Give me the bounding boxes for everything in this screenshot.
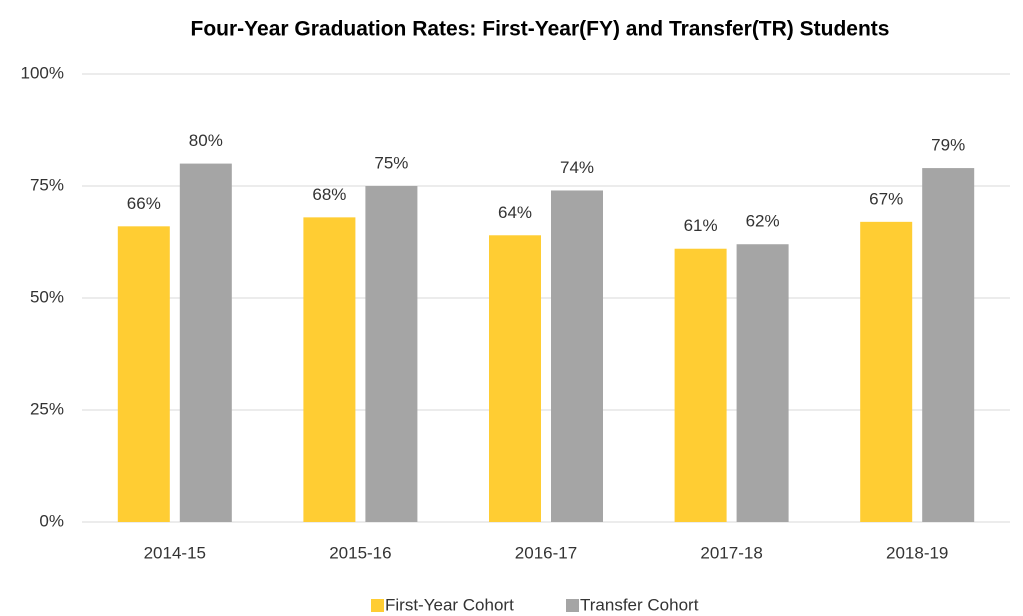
value-label: 61%: [684, 216, 718, 235]
x-tick-label: 2014-15: [144, 543, 206, 562]
value-label: 68%: [312, 185, 346, 204]
value-label: 64%: [498, 203, 532, 222]
x-tick-label: 2017-18: [700, 543, 762, 562]
y-tick-label: 0%: [39, 511, 64, 530]
bar: [922, 168, 975, 522]
bar: [179, 163, 232, 522]
value-label: 66%: [127, 194, 161, 213]
legend-swatch: [566, 599, 579, 612]
value-label: 62%: [746, 212, 780, 231]
bar: [117, 226, 170, 522]
bar: [365, 186, 418, 522]
bar: [303, 217, 356, 523]
bar: [551, 190, 603, 523]
bar: [489, 235, 541, 522]
bar: [674, 248, 727, 522]
y-tick-label: 75%: [30, 175, 64, 194]
bar: [736, 244, 789, 523]
x-tick-label: 2016-17: [515, 543, 577, 562]
legend-swatch: [371, 599, 384, 612]
y-tick-label: 50%: [30, 287, 64, 306]
bar: [860, 221, 913, 522]
legend-label: Transfer Cohort: [580, 595, 699, 614]
value-label: 67%: [869, 189, 903, 208]
value-label: 75%: [374, 153, 408, 172]
y-tick-label: 100%: [21, 63, 64, 82]
value-label: 79%: [931, 136, 965, 155]
value-label: 80%: [189, 131, 223, 150]
x-tick-label: 2018-19: [886, 543, 948, 562]
legend-label: First-Year Cohort: [385, 595, 514, 614]
chart-title: Four-Year Graduation Rates: First-Year(F…: [191, 18, 890, 41]
value-label: 74%: [560, 158, 594, 177]
x-tick-label: 2015-16: [329, 543, 391, 562]
y-tick-label: 25%: [30, 399, 64, 418]
